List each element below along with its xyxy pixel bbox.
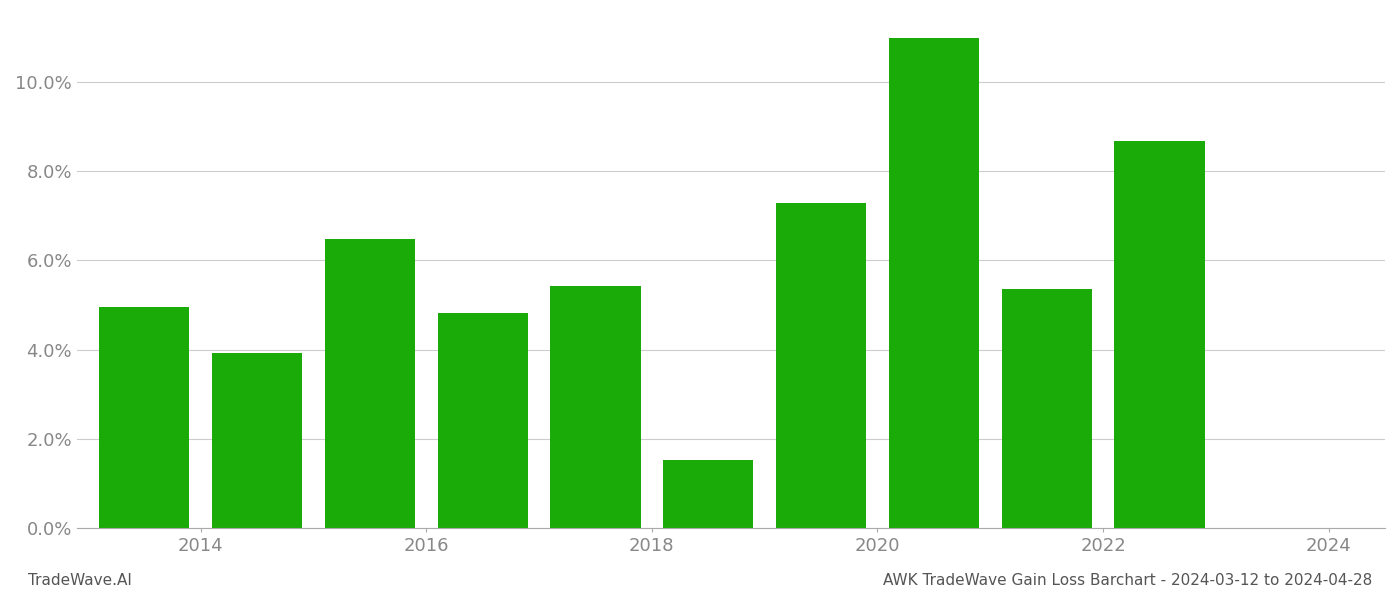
Bar <box>889 38 979 528</box>
Bar <box>550 286 641 528</box>
Text: TradeWave.AI: TradeWave.AI <box>28 573 132 588</box>
Bar <box>776 203 867 528</box>
Text: AWK TradeWave Gain Loss Barchart - 2024-03-12 to 2024-04-28: AWK TradeWave Gain Loss Barchart - 2024-… <box>883 573 1372 588</box>
Bar <box>1114 141 1204 528</box>
Bar <box>664 460 753 528</box>
Bar <box>211 353 302 528</box>
Bar <box>325 239 414 528</box>
Bar <box>1001 289 1092 528</box>
Bar <box>99 307 189 528</box>
Bar <box>438 313 528 528</box>
